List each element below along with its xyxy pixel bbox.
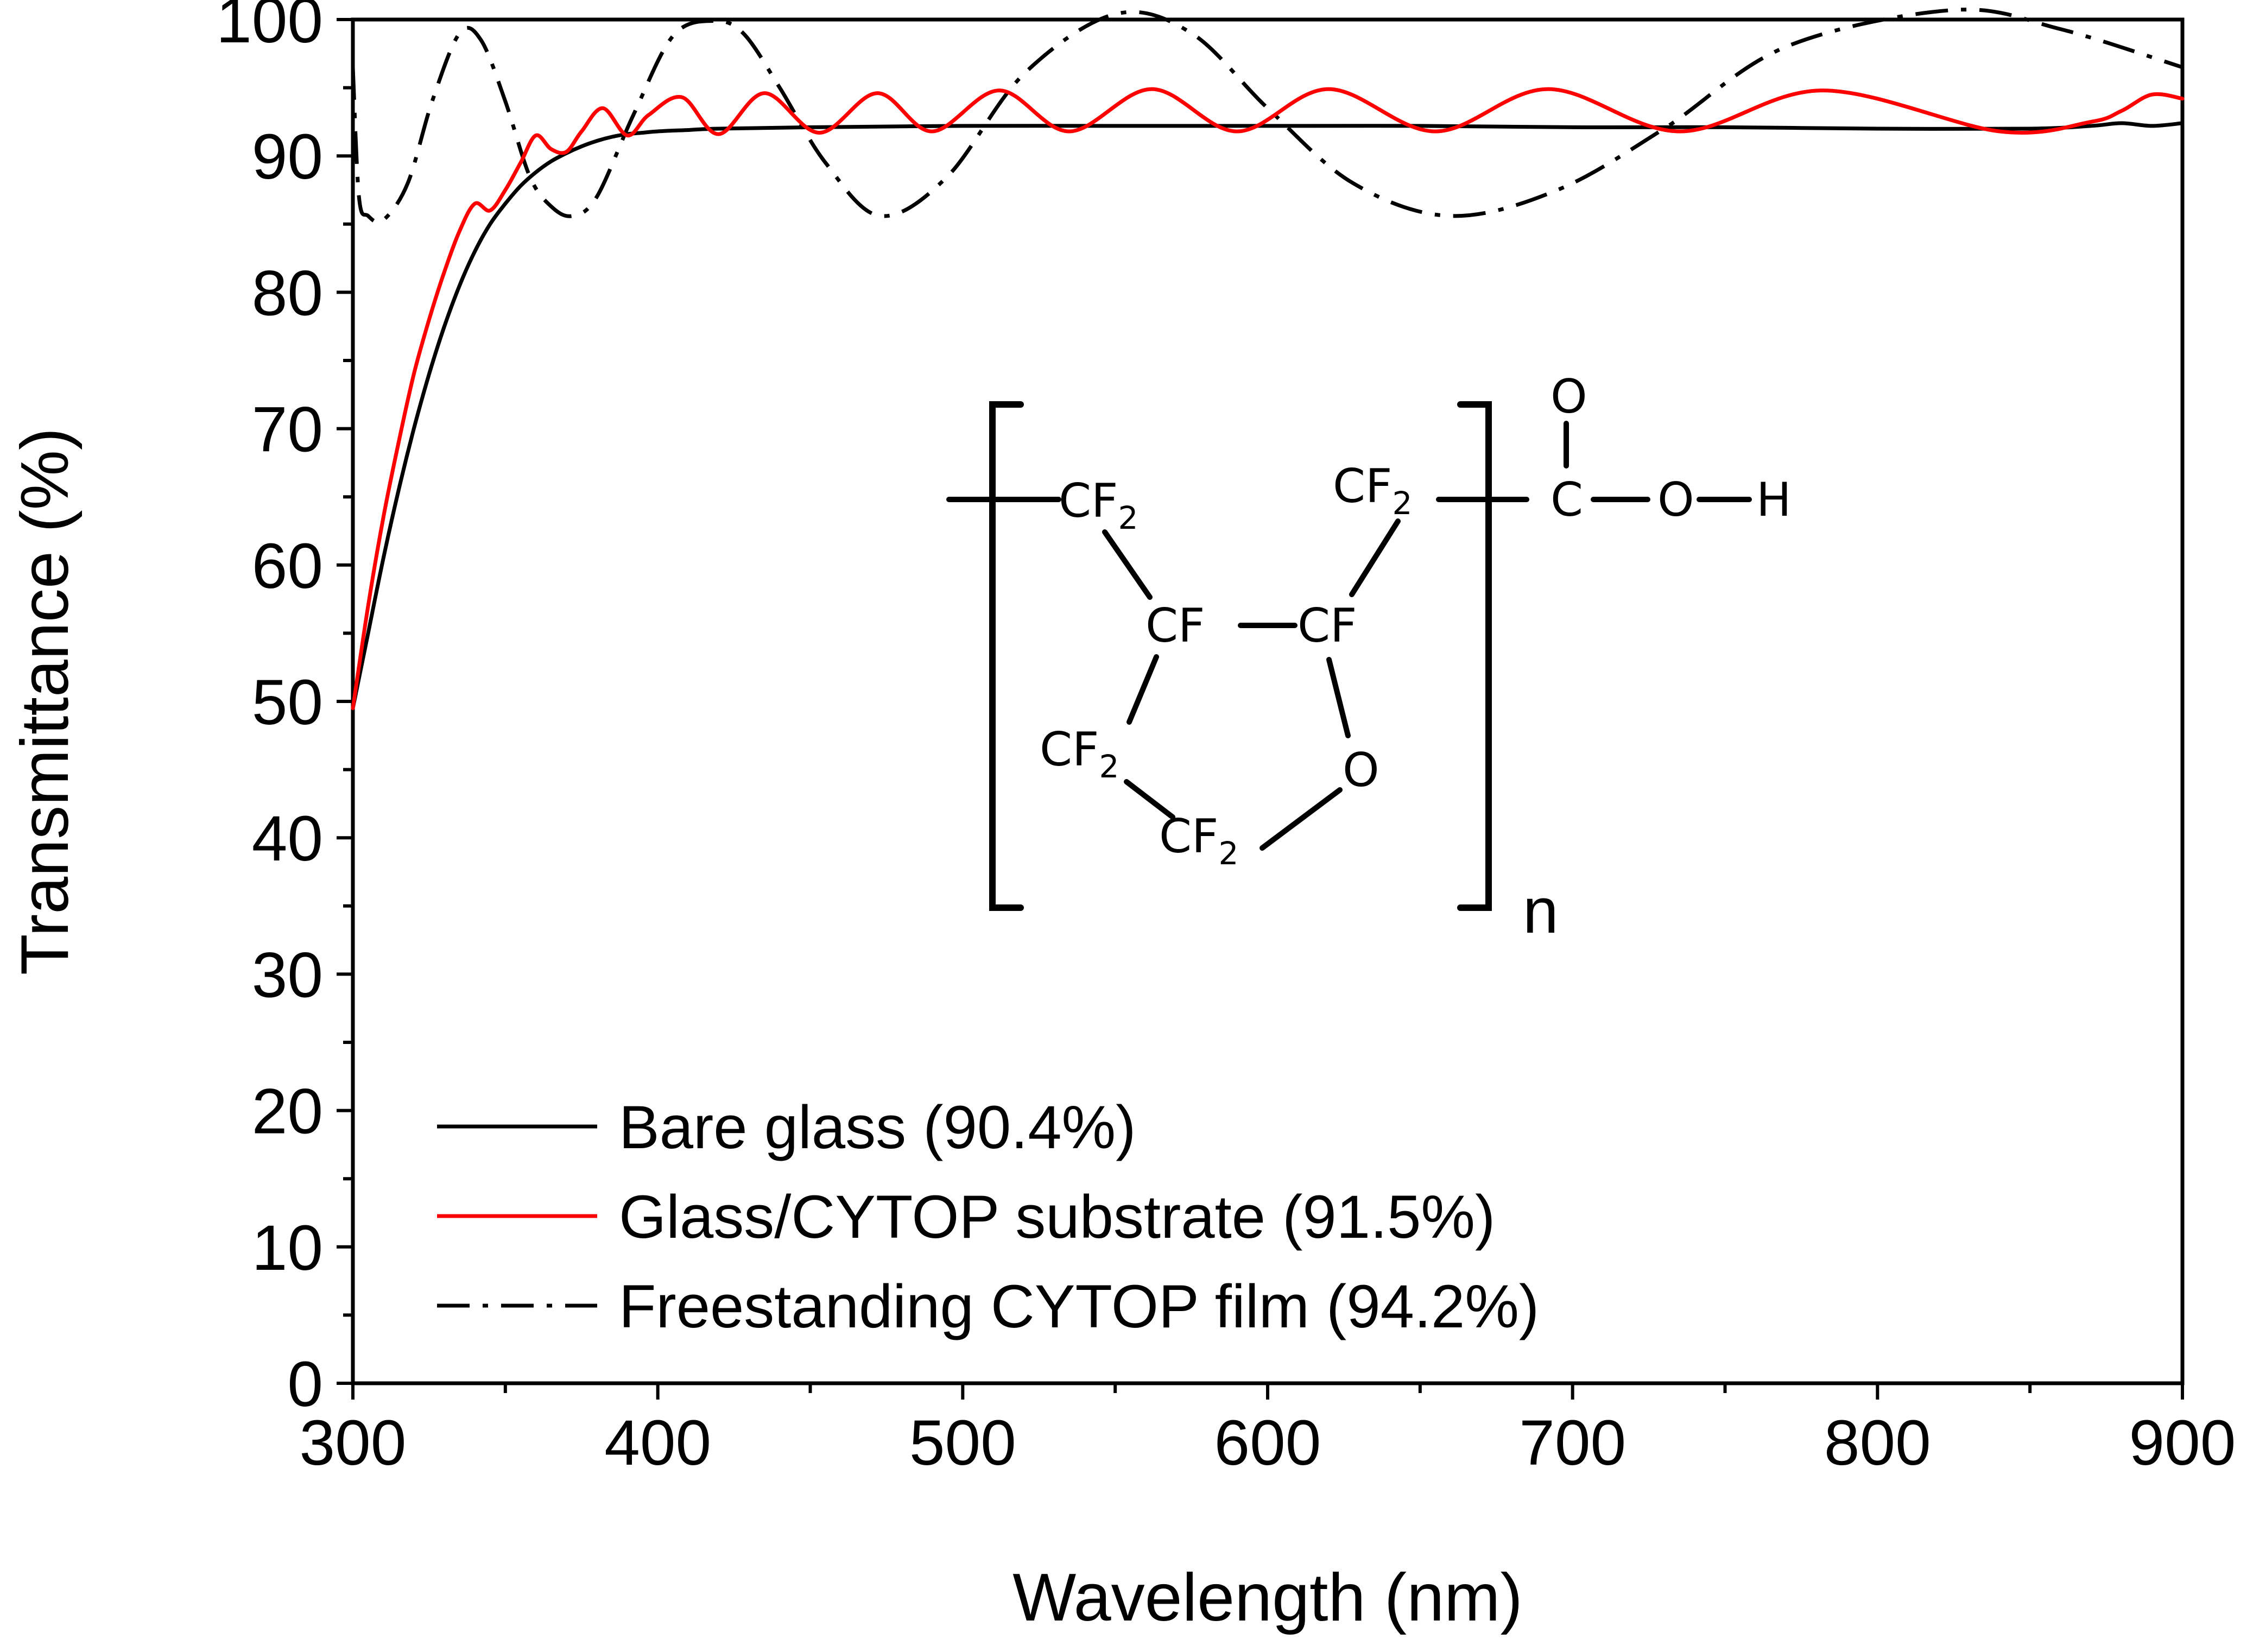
series-freestanding-cytop <box>351 8 2184 224</box>
series-bare-glass <box>351 121 2185 711</box>
y-tick-label: 40 <box>252 803 323 875</box>
label-cf-right: CF <box>1298 599 1357 653</box>
y-tick-label: 100 <box>216 0 323 56</box>
legend-label: Bare glass (90.4%) <box>619 1093 1136 1161</box>
label-cf2-left: CF2 <box>1059 474 1138 536</box>
x-axis-title: Wavelength (nm) <box>1012 1560 1523 1635</box>
bond-cf2-cf-left <box>1102 529 1153 600</box>
y-tick-label: 80 <box>252 257 323 329</box>
label-cf2-top-right: CF2 <box>1333 459 1412 522</box>
x-tick-label: 800 <box>1824 1407 1931 1479</box>
label-c-carbonyl: C <box>1550 473 1583 527</box>
bond-o-cf2-ring <box>1260 787 1343 851</box>
label-cf-left: CF <box>1146 599 1205 653</box>
bond-cf-cf2-ring <box>1126 654 1159 725</box>
y-tick-label: 50 <box>252 667 323 738</box>
label-cf2-ring-left: CF2 <box>1040 723 1119 785</box>
bond-cf-o-ring <box>1326 657 1351 738</box>
y-tick-label: 30 <box>252 939 323 1011</box>
label-o-carbonyl: O <box>1550 370 1587 424</box>
x-tick-label: 500 <box>909 1407 1016 1479</box>
axes: 300 400 500 600 700 800 900 0 10 20 30 40 50 60 70 80 90… <box>8 0 2236 1635</box>
y-tick-label: 20 <box>252 1076 323 1148</box>
label-h-hydroxyl: H <box>1756 473 1792 527</box>
legend: Bare glass (90.4%) Glass/CYTOP substrate … <box>437 1093 1539 1340</box>
legend-label: Freestanding CYTOP film (94.2%) <box>619 1273 1539 1340</box>
label-o-hydroxyl: O <box>1657 473 1694 527</box>
bond-cf2-cf2-ring <box>1124 779 1175 820</box>
y-tick-label: 70 <box>252 394 323 466</box>
y-tick-label: 90 <box>252 121 323 193</box>
x-tick-label: 400 <box>604 1407 711 1479</box>
series-layer <box>351 8 2185 711</box>
x-tick-label: 700 <box>1519 1407 1626 1479</box>
y-tick-label: 10 <box>252 1212 323 1284</box>
legend-label: Glass/CYTOP substrate (91.5%) <box>619 1183 1495 1251</box>
x-tick-label: 300 <box>300 1407 407 1479</box>
structure-labels: CF2 CF2 CF CF CF2 CF2 O O C O H n <box>1040 370 1792 947</box>
x-tick-label: 600 <box>1214 1407 1321 1479</box>
series-glass-cytop <box>351 87 2185 711</box>
right-bracket <box>1457 401 1492 911</box>
cytop-structure-diagram <box>946 401 1752 911</box>
plot-frame <box>351 17 2185 1385</box>
x-tick-label: 900 <box>2129 1407 2236 1479</box>
y-tick-label: 0 <box>287 1349 323 1420</box>
y-tick-label: 60 <box>252 530 323 602</box>
bond-cf2-cf-right <box>1349 518 1401 597</box>
left-bracket <box>989 401 1024 911</box>
label-cf2-ring-bottom: CF2 <box>1159 809 1238 872</box>
label-n-repeat: n <box>1523 875 1559 947</box>
label-o-ring: O <box>1343 743 1379 797</box>
y-axis-title: Transmittance (%) <box>8 428 83 975</box>
